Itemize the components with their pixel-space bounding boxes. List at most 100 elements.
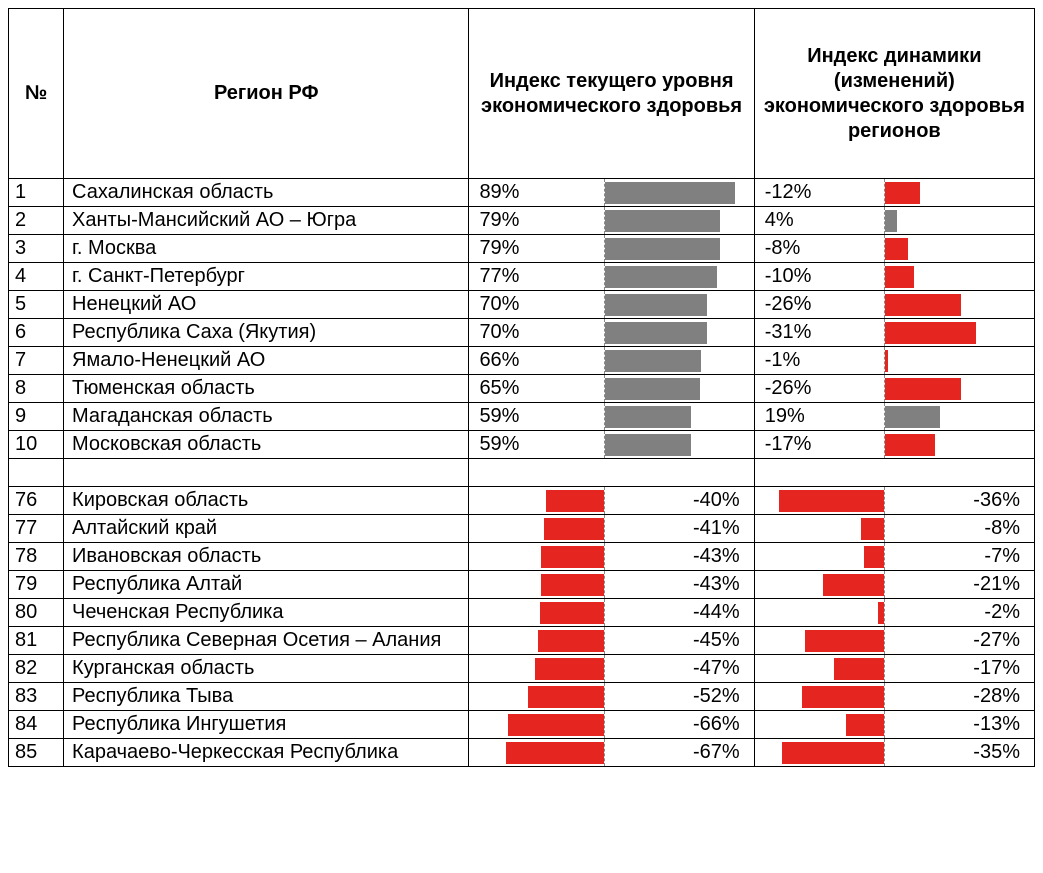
dyn-value: -26%	[754, 291, 884, 319]
index-value: -41%	[604, 515, 754, 543]
index-bar	[605, 406, 691, 428]
index-value: 79%	[469, 235, 604, 263]
dyn-bar	[846, 714, 884, 736]
table-row: 4г. Санкт-Петербург77%-10%	[9, 263, 1035, 291]
dyn-bar-cell	[884, 235, 1034, 263]
dyn-bar-cell	[884, 263, 1034, 291]
dyn-value: -12%	[754, 179, 884, 207]
row-region: Московская область	[64, 431, 469, 459]
spacer-cell	[64, 459, 469, 487]
index-value: -45%	[604, 627, 754, 655]
index-value: 70%	[469, 319, 604, 347]
index-bar	[538, 630, 604, 652]
index-bar-cell	[604, 375, 754, 403]
dyn-value: -17%	[754, 431, 884, 459]
dyn-value: -7%	[884, 543, 1034, 571]
row-num: 6	[9, 319, 64, 347]
dyn-value: -13%	[884, 711, 1034, 739]
index-value: 89%	[469, 179, 604, 207]
table-row: 78Ивановская область-43%-7%	[9, 543, 1035, 571]
dyn-bar	[834, 658, 884, 680]
table-row: 2Ханты-Мансийский АО – Югра79%4%	[9, 207, 1035, 235]
index-bar	[528, 686, 604, 708]
row-num: 5	[9, 291, 64, 319]
table-row: 84Республика Ингушетия-66%-13%	[9, 711, 1035, 739]
dyn-value: -27%	[884, 627, 1034, 655]
index-bar-cell	[469, 571, 604, 599]
index-bar	[535, 658, 604, 680]
table-row: 82Курганская область-47%-17%	[9, 655, 1035, 683]
dyn-value: 19%	[754, 403, 884, 431]
dyn-value: -17%	[884, 655, 1034, 683]
header-row: № Регион РФ Индекс текущего уровня эконо…	[9, 9, 1035, 179]
table-row: 79Республика Алтай-43%-21%	[9, 571, 1035, 599]
row-num: 8	[9, 375, 64, 403]
index-bar	[605, 182, 735, 204]
row-region: Алтайский край	[64, 515, 469, 543]
dyn-bar	[823, 574, 884, 596]
spacer-cell	[9, 459, 64, 487]
dyn-value: -35%	[884, 739, 1034, 767]
dyn-bar	[885, 406, 940, 428]
row-num: 85	[9, 739, 64, 767]
table-row: 9Магаданская область59%19%	[9, 403, 1035, 431]
row-region: Тюменская область	[64, 375, 469, 403]
row-region: Республика Тыва	[64, 683, 469, 711]
index-bar-cell	[604, 403, 754, 431]
index-bar-cell	[469, 739, 604, 767]
row-region: Республика Ингушетия	[64, 711, 469, 739]
dyn-bar-cell	[754, 655, 884, 683]
row-region: Кировская область	[64, 487, 469, 515]
row-region: Магаданская область	[64, 403, 469, 431]
dyn-value: -2%	[884, 599, 1034, 627]
row-num: 2	[9, 207, 64, 235]
row-num: 80	[9, 599, 64, 627]
dyn-value: -8%	[884, 515, 1034, 543]
table-row: 8Тюменская область65%-26%	[9, 375, 1035, 403]
dyn-bar	[779, 490, 884, 512]
index-bar-cell	[604, 179, 754, 207]
index-bar-cell	[469, 487, 604, 515]
index-bar	[605, 210, 720, 232]
index-bar	[541, 574, 604, 596]
table-row: 80Чеченская Республика-44%-2%	[9, 599, 1035, 627]
dyn-value: -8%	[754, 235, 884, 263]
index-bar-cell	[604, 347, 754, 375]
row-region: Ямало-Ненецкий АО	[64, 347, 469, 375]
dyn-bar-cell	[754, 543, 884, 571]
dyn-bar-cell	[754, 627, 884, 655]
row-num: 79	[9, 571, 64, 599]
dyn-bar-cell	[884, 207, 1034, 235]
header-region: Регион РФ	[64, 9, 469, 179]
header-dynamic: Индекс динамики (изменений) экономическо…	[754, 9, 1034, 179]
dyn-bar	[885, 322, 976, 344]
table-row: 81Республика Северная Осетия – Алания-45…	[9, 627, 1035, 655]
index-bar	[605, 378, 700, 400]
dyn-bar	[864, 546, 884, 568]
dyn-bar-cell	[884, 375, 1034, 403]
dyn-value: -26%	[754, 375, 884, 403]
table-row: 83Республика Тыва-52%-28%	[9, 683, 1035, 711]
dyn-bar	[782, 742, 884, 764]
index-bar-cell	[469, 599, 604, 627]
table-row: 3г. Москва79%-8%	[9, 235, 1035, 263]
row-num: 81	[9, 627, 64, 655]
row-region: Курганская область	[64, 655, 469, 683]
row-num: 78	[9, 543, 64, 571]
index-value: -43%	[604, 571, 754, 599]
dyn-bar-cell	[754, 739, 884, 767]
dyn-value: -36%	[884, 487, 1034, 515]
table-row: 10Московская область59%-17%	[9, 431, 1035, 459]
spacer-cell	[754, 459, 1034, 487]
row-num: 3	[9, 235, 64, 263]
dyn-bar	[885, 182, 920, 204]
dyn-bar	[885, 266, 914, 288]
index-value: 77%	[469, 263, 604, 291]
table-row: 76Кировская область-40%-36%	[9, 487, 1035, 515]
row-region: Ханты-Мансийский АО – Югра	[64, 207, 469, 235]
index-bar	[605, 266, 717, 288]
index-bar-cell	[604, 291, 754, 319]
table-row: 85Карачаево-Черкесская Республика-67%-35…	[9, 739, 1035, 767]
index-bar	[605, 434, 691, 456]
dyn-bar	[885, 210, 897, 232]
